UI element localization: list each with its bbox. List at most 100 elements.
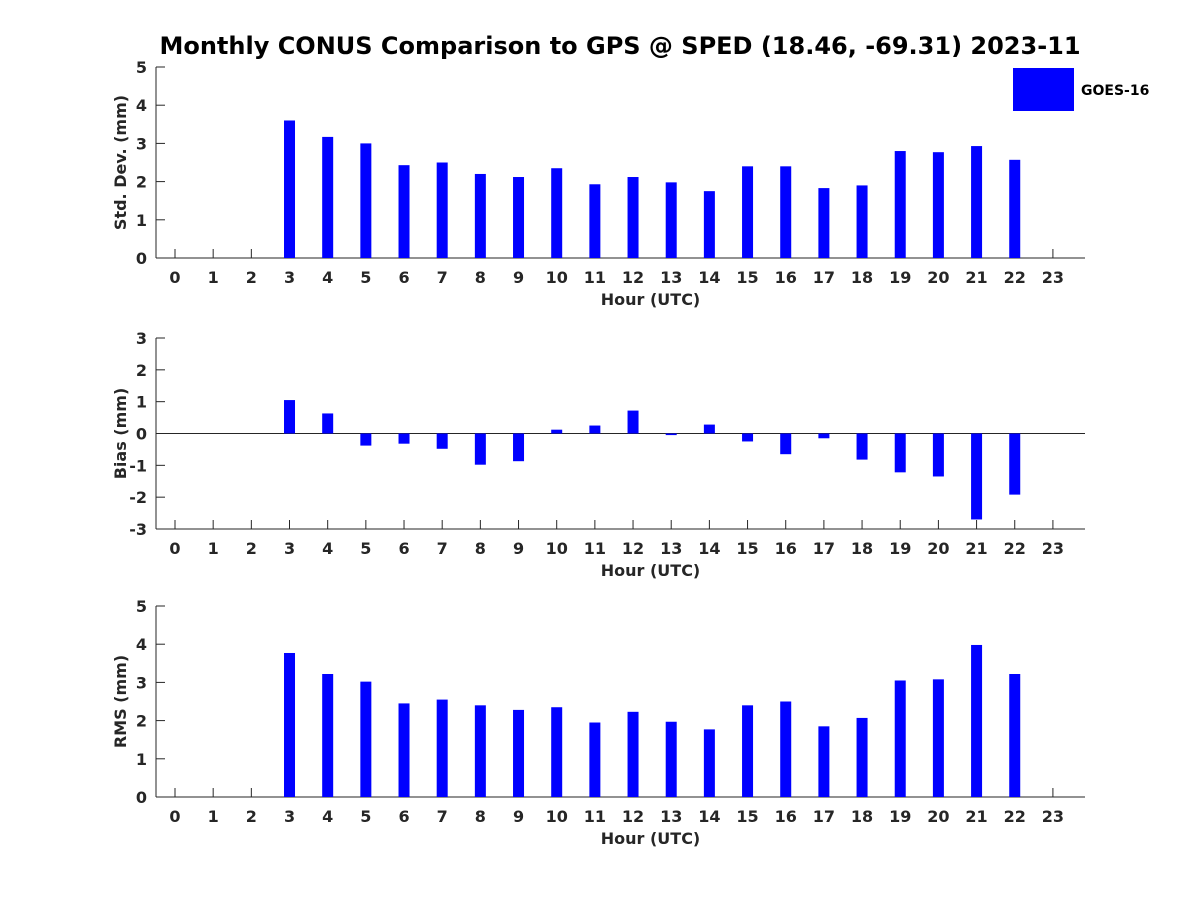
y-tick-label: 2 [136,712,147,731]
bar-hour-15 [742,166,754,258]
bar-hour-14 [703,729,715,797]
bar-hour-17 [818,433,830,439]
bar-hour-12 [627,711,639,797]
x-tick-label: 1 [208,268,219,287]
bar-hour-10 [551,707,563,797]
x-tick-label: 18 [851,807,873,826]
bar-hour-12 [627,410,639,434]
x-tick-label: 12 [622,539,644,558]
bar-hour-5 [360,143,372,258]
x-tick-label: 0 [169,268,180,287]
legend-label: GOES-16 [1081,83,1149,99]
x-tick-label: 19 [889,539,911,558]
bar-hour-4 [322,413,334,434]
y-tick-label: 1 [136,211,147,230]
x-tick-label: 21 [965,539,987,558]
x-tick-label: 17 [813,539,835,558]
x-tick-label: 14 [698,807,720,826]
x-tick-label: 16 [775,539,797,558]
bar-hour-11 [589,722,601,797]
bar-hour-5 [360,681,372,797]
x-tick-label: 18 [851,539,873,558]
bar-hour-18 [856,717,868,797]
x-tick-label: 16 [775,807,797,826]
x-tick-label: 13 [660,539,682,558]
x-tick-label: 0 [169,539,180,558]
bar-hour-8 [474,433,486,465]
bar-hour-4 [322,136,334,258]
bar-hour-8 [474,173,486,258]
x-tick-label: 4 [322,268,333,287]
x-tick-label: 13 [660,807,682,826]
x-tick-label: 6 [398,268,409,287]
x-tick-label: 19 [889,807,911,826]
bar-hour-4 [322,673,334,797]
bar-hour-13 [665,433,677,436]
bar-hour-10 [551,168,563,258]
bar-hour-21 [971,433,983,520]
bar-hour-18 [856,185,868,258]
bar-hour-17 [818,726,830,797]
bar-hour-3 [284,652,296,797]
x-tick-label: 15 [736,807,758,826]
x-tick-label: 20 [927,268,949,287]
x-tick-label: 23 [1042,268,1064,287]
x-tick-label: 3 [284,539,295,558]
bar-hour-19 [894,151,906,258]
x-tick-label: 20 [927,539,949,558]
y-tick-label: 1 [136,750,147,769]
x-tick-label: 6 [398,807,409,826]
x-tick-label: 9 [513,268,524,287]
x-axis-label: Hour (UTC) [601,290,701,309]
bar-hour-11 [589,184,601,258]
x-tick-label: 7 [437,807,448,826]
x-tick-label: 23 [1042,807,1064,826]
x-tick-label: 22 [1004,539,1026,558]
x-tick-label: 14 [698,268,720,287]
x-tick-label: 19 [889,268,911,287]
bar-hour-16 [780,433,792,455]
bar-hour-17 [818,188,830,258]
bar-hour-9 [513,433,525,462]
x-tick-label: 0 [169,807,180,826]
x-tick-label: 23 [1042,539,1064,558]
x-tick-label: 15 [736,268,758,287]
x-tick-label: 4 [322,539,333,558]
bar-hour-12 [627,177,639,258]
bar-hour-6 [398,703,410,797]
bar-hour-15 [742,705,754,797]
y-tick-label: -2 [129,488,147,507]
x-tick-label: 9 [513,807,524,826]
bar-hour-22 [1009,673,1021,797]
bar-hour-16 [780,701,792,797]
y-tick-label: 2 [136,173,147,192]
bar-hour-16 [780,166,792,258]
bar-hour-15 [742,433,754,442]
x-tick-label: 18 [851,268,873,287]
x-tick-label: 21 [965,268,987,287]
y-tick-label: 5 [136,597,147,616]
bar-hour-22 [1009,433,1021,495]
x-tick-label: 22 [1004,268,1026,287]
x-axis-label: Hour (UTC) [601,829,701,848]
x-tick-label: 21 [965,807,987,826]
bar-hour-5 [360,433,372,446]
x-tick-label: 8 [475,268,486,287]
x-tick-label: 3 [284,268,295,287]
y-axis-label: Std. Dev. (mm) [111,95,130,230]
x-tick-label: 17 [813,268,835,287]
bar-hour-13 [665,721,677,797]
x-tick-label: 1 [208,807,219,826]
legend-swatch [1013,68,1074,111]
x-tick-label: 7 [437,539,448,558]
bar-hour-6 [398,165,410,258]
x-tick-label: 5 [360,807,371,826]
x-tick-label: 17 [813,807,835,826]
bar-hour-3 [284,400,296,434]
bar-hour-7 [436,699,448,797]
y-tick-label: 3 [136,134,147,153]
bar-hour-22 [1009,159,1021,258]
x-tick-label: 12 [622,807,644,826]
x-tick-label: 16 [775,268,797,287]
